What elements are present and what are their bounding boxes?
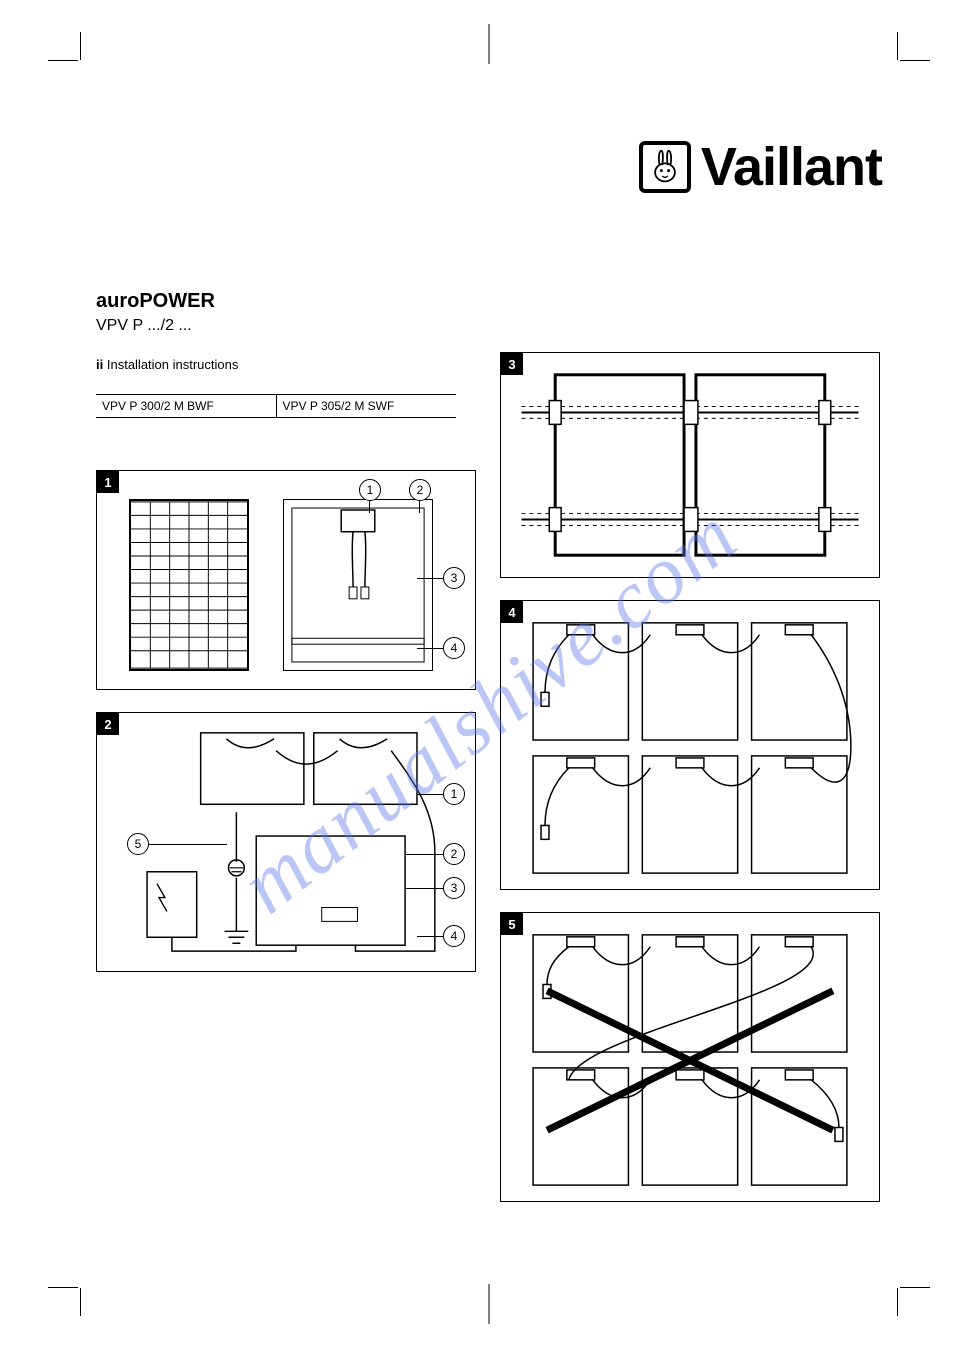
solar-module-front [129,499,249,671]
model-name: auroPOWER [96,290,456,313]
callout-1: 1 [443,783,465,805]
callout-1: 1 [359,479,381,501]
diagram-number: 1 [97,471,119,493]
diagram-number: 2 [97,713,119,735]
diagram-5: 5 [500,912,880,1202]
variant-table: VPV P 300/2 M BWF VPV P 305/2 M SWF [96,394,456,418]
lang-code: ii [96,357,103,372]
callout-4: 4 [443,637,465,659]
diagram-number: 4 [501,601,523,623]
callout-2: 2 [443,843,465,865]
variant-left: VPV P 300/2 M BWF [96,395,277,417]
vaillant-bunny-icon [639,141,691,193]
doc-type: Installation instructions [107,357,239,372]
solar-module-back [283,499,433,671]
diagram-2: 2 [96,712,476,972]
variant-right: VPV P 305/2 M SWF [277,395,457,417]
vaillant-logo: Vaillant [639,136,882,198]
title-block: auroPOWER VPV P .../2 ... ii Installatio… [96,290,456,418]
callout-5: 5 [127,833,149,855]
callout-3: 3 [443,877,465,899]
incorrect-cross-icon [531,943,849,1171]
vaillant-wordmark: Vaillant [701,136,882,198]
diagram-4: 4 [500,600,880,890]
callout-4: 4 [443,925,465,947]
diagram-number: 5 [501,913,523,935]
diagram-3: 3 [500,352,880,578]
callout-3: 3 [443,567,465,589]
series-code: VPV P .../2 ... [96,317,456,335]
diagram-number: 3 [501,353,523,375]
diagram-1: 1 [96,470,476,690]
callout-2: 2 [409,479,431,501]
